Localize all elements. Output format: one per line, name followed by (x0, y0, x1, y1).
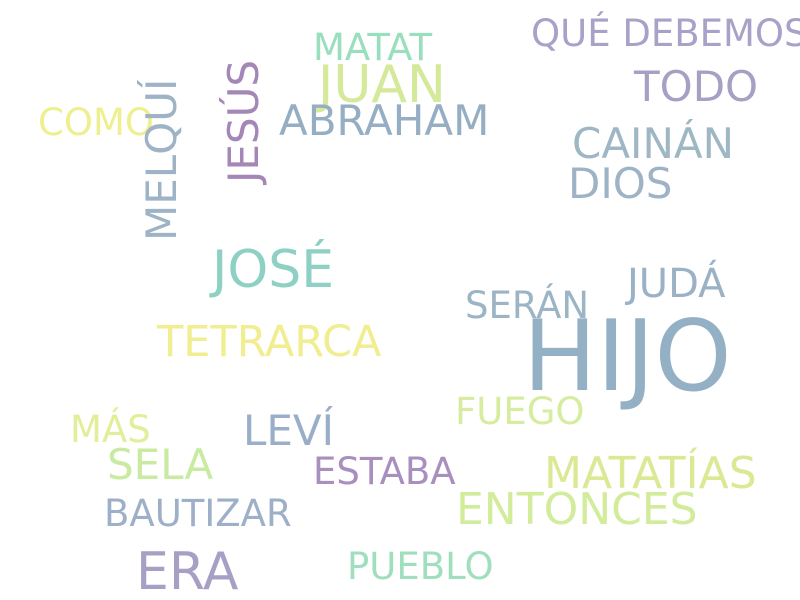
word-fuego: FUEGO (455, 390, 585, 433)
word-matat: MATAT (313, 26, 433, 69)
word-estaba: ESTABA (313, 450, 456, 493)
word-jose: JOSÉ (212, 240, 335, 300)
word-tetrarca: TETRARCA (157, 317, 382, 367)
word-hijo: HIJO (523, 300, 732, 414)
word-mas: MÁS (70, 408, 151, 451)
word-cainan: CAINÁN (572, 119, 735, 168)
word-dios: DIOS (568, 159, 673, 208)
word-matatias: MATATÍAS (544, 448, 757, 499)
word-todo: TODO (634, 62, 759, 111)
word-sela: SELA (107, 440, 214, 489)
word-pueblo: PUEBLO (347, 545, 494, 588)
word-melqui: MELQUÍ (137, 78, 186, 241)
word-juan: JUAN (318, 55, 446, 115)
word-era: ERA (136, 542, 239, 600)
word-que-debemos: QUÉ DEBEMOS (531, 12, 800, 55)
word-levi: LEVÍ (243, 406, 335, 455)
word-entonces: ENTONCES (456, 484, 698, 535)
word-abraham: ABRAHAM (279, 96, 490, 145)
word-como: COMO (38, 101, 155, 144)
word-bautizar: BAUTIZAR (104, 492, 292, 535)
word-juda: JUDÁ (627, 261, 726, 307)
word-seran: SERÁN (465, 284, 590, 327)
word-jesus: JESÚS (219, 60, 268, 183)
